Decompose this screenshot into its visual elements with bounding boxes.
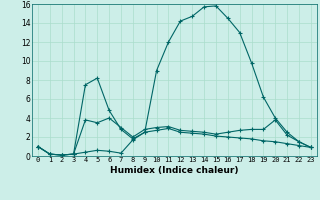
X-axis label: Humidex (Indice chaleur): Humidex (Indice chaleur) xyxy=(110,166,239,175)
